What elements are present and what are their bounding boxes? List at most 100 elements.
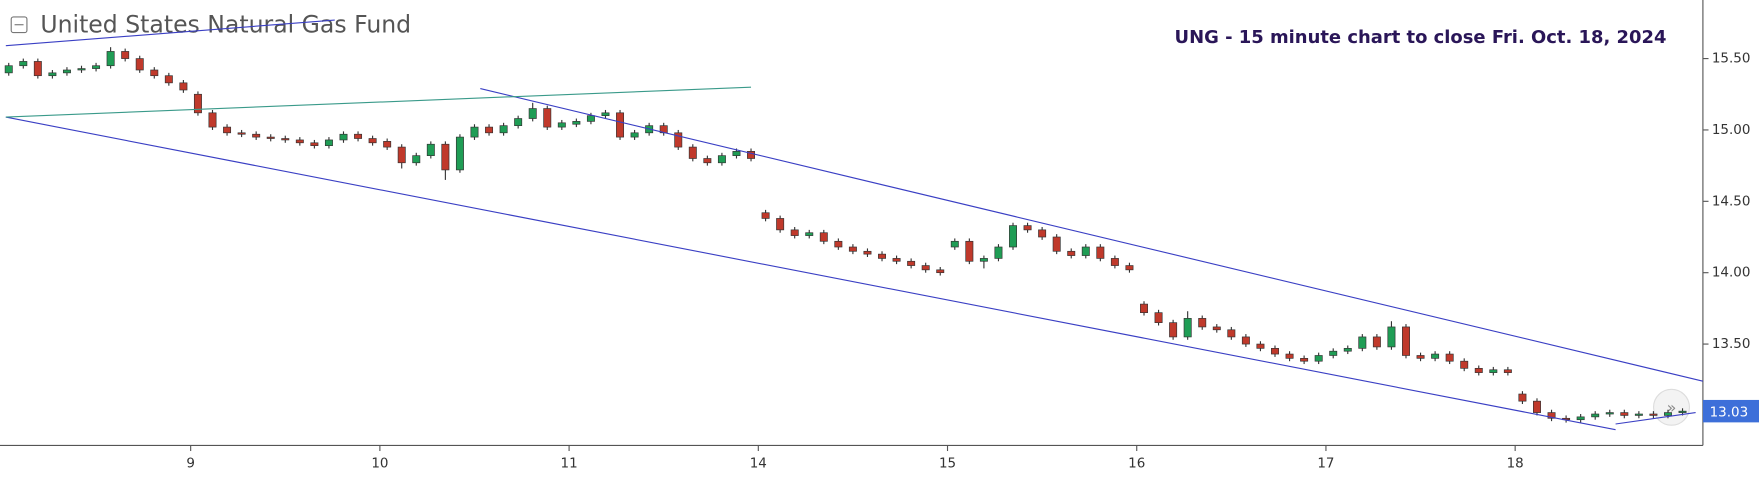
candle-body [776, 218, 785, 231]
candle-body [1649, 413, 1658, 416]
candle-body [252, 133, 261, 138]
candle-body [281, 138, 290, 141]
candle-body [48, 72, 57, 77]
candle-body [135, 58, 144, 71]
candle-body [1241, 336, 1250, 345]
candle-body [223, 126, 232, 134]
candle-body [747, 151, 756, 159]
candle-body [819, 232, 828, 242]
candle-body [19, 61, 28, 67]
candle-body [1343, 348, 1352, 352]
candle-body [514, 118, 523, 127]
candle-body [1474, 367, 1483, 373]
candle-body [1358, 336, 1367, 349]
scroll-button[interactable] [1652, 388, 1691, 426]
candle-body [616, 112, 625, 138]
candle-body [62, 69, 71, 74]
candle-body [863, 250, 872, 255]
trend-line [480, 88, 1704, 382]
candle-body [193, 93, 202, 114]
scroll-icon: » [1667, 398, 1677, 417]
candle-body [397, 146, 406, 164]
candle-body [1198, 318, 1207, 328]
x-tick-label: 16 [1128, 456, 1145, 471]
candle-body [1300, 358, 1309, 362]
candle-body [732, 151, 741, 156]
candle-body [1140, 303, 1148, 313]
candle-body [354, 133, 363, 139]
candle-body [368, 138, 377, 144]
candle-body [4, 65, 13, 74]
candle-body [470, 126, 479, 138]
x-tick-label: 14 [750, 456, 767, 471]
y-tick-label: 13.50 [1712, 337, 1751, 352]
candle-body [528, 108, 537, 119]
candle-body [1372, 336, 1381, 348]
candle-body [848, 246, 857, 252]
candle-body [455, 136, 464, 171]
candle-body [1620, 412, 1629, 416]
candle-body [106, 51, 115, 67]
x-tick-label: 11 [561, 456, 578, 471]
candle-body [965, 240, 974, 262]
candle-body [237, 132, 246, 135]
candle-body [892, 258, 901, 262]
candle-body [834, 240, 843, 248]
candle-body [426, 143, 435, 156]
trend-line [5, 116, 1616, 431]
x-tick-label: 10 [371, 456, 388, 471]
candle-body [295, 139, 304, 144]
candle-body [499, 125, 508, 134]
y-tick-label: 14.00 [1712, 266, 1751, 281]
candle-body [1489, 369, 1498, 373]
x-tick-label: 9 [186, 456, 195, 471]
candle-body [412, 155, 421, 164]
symbol-name: United States Natural Gas Fund [40, 10, 411, 38]
candle-body [950, 240, 959, 248]
candle-body [33, 61, 42, 77]
candle-body [1547, 412, 1556, 419]
candle-body [1169, 322, 1178, 338]
candle-body [310, 142, 319, 146]
x-tick-label: 17 [1317, 456, 1334, 471]
candle-body [1634, 413, 1643, 416]
trend-line [5, 19, 335, 47]
y-tick-label: 15.50 [1712, 52, 1751, 67]
candle-body [688, 146, 697, 159]
candle-body [1081, 246, 1090, 256]
candle-body [572, 121, 581, 125]
candle-body [921, 265, 930, 271]
candle-body [1664, 412, 1672, 416]
candle-body [1518, 393, 1527, 402]
candle-body [630, 132, 639, 138]
candle-body [805, 232, 814, 236]
candle-body [1212, 326, 1221, 331]
trend-line [5, 86, 752, 118]
candle-body [1503, 369, 1512, 373]
candle-body [1183, 318, 1192, 338]
candle-body [1125, 265, 1134, 271]
candle-body [703, 158, 712, 164]
candle-body [1678, 410, 1687, 413]
candle-body [1460, 360, 1469, 369]
last-price-label: 13.03 [1710, 405, 1749, 420]
candle-body [77, 68, 86, 71]
candle-body [1023, 225, 1032, 231]
candle-body [1285, 353, 1294, 359]
candle-body [1402, 326, 1410, 356]
x-tick-label: 15 [939, 456, 956, 471]
candle-body [1591, 413, 1600, 418]
candle-body [1154, 312, 1163, 323]
candle-body [92, 65, 101, 69]
chart-title: UNG - 15 minute chart to close Fri. Oct.… [1175, 27, 1667, 48]
candle-body [1038, 229, 1047, 238]
candle-body [878, 253, 886, 259]
candle-body [1576, 416, 1585, 421]
candle-body [543, 108, 552, 128]
candle-body [761, 212, 770, 219]
candle-body [717, 155, 726, 164]
candle-body [1605, 412, 1614, 415]
candle-body [1009, 225, 1017, 248]
collapse-icon[interactable] [10, 16, 28, 34]
candle-body [150, 69, 159, 77]
